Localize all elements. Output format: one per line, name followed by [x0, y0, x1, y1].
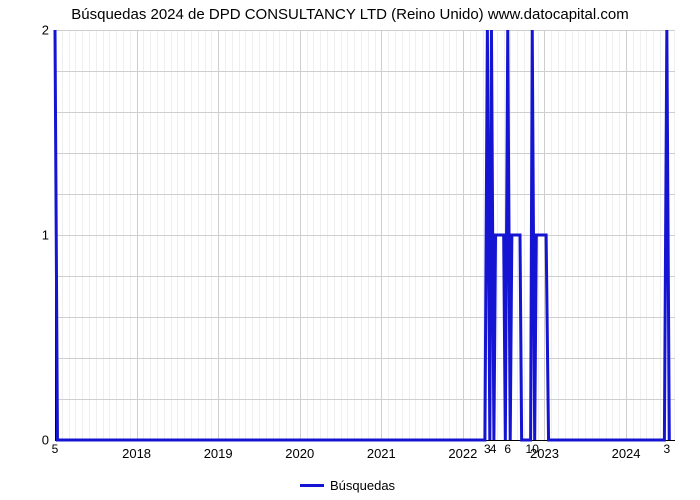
y-tick-label: 1 [42, 228, 49, 243]
series-line [55, 30, 675, 440]
point-label: 3 [663, 442, 670, 456]
legend: Búsquedas [300, 478, 395, 493]
x-tick-label: 2019 [204, 446, 233, 461]
chart-title: Búsquedas 2024 de DPD CONSULTANCY LTD (R… [0, 6, 700, 23]
x-tick-label: 2024 [612, 446, 641, 461]
legend-swatch [300, 484, 324, 487]
x-tick-label: 2022 [448, 446, 477, 461]
plot-area: 20182019202020212022202320240125346103 [55, 30, 675, 440]
y-tick-label: 0 [42, 433, 49, 448]
point-label: 4 [490, 442, 497, 456]
y-tick-label: 2 [42, 23, 49, 38]
chart-frame: Búsquedas 2024 de DPD CONSULTANCY LTD (R… [0, 0, 700, 500]
x-tick-label: 2021 [367, 446, 396, 461]
x-tick-label: 2018 [122, 446, 151, 461]
point-label: 5 [52, 442, 59, 456]
point-label: 10 [526, 442, 539, 456]
legend-label: Búsquedas [330, 478, 395, 493]
x-tick-label: 2020 [285, 446, 314, 461]
point-label: 6 [504, 442, 511, 456]
